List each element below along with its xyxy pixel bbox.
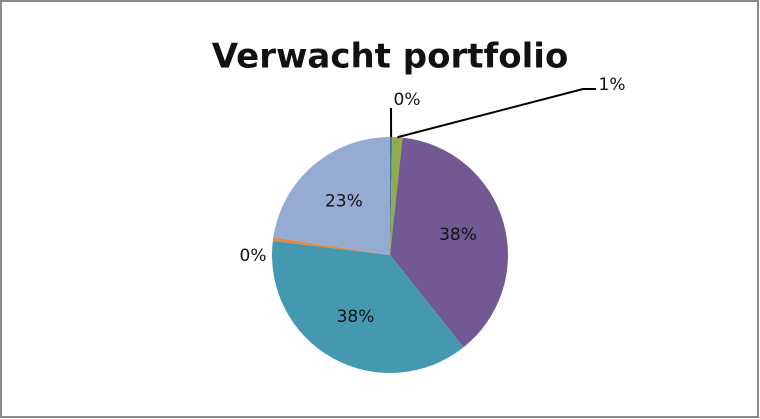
pie-slice <box>273 137 390 255</box>
leader-line <box>397 88 596 139</box>
chart-title: Verwacht portfolio <box>212 37 569 77</box>
data-label: 23% <box>325 191 363 211</box>
data-label: 38% <box>439 225 477 245</box>
pie-slice <box>390 137 393 255</box>
pie-slice <box>390 137 403 255</box>
pie-slice <box>390 137 508 348</box>
data-label: 0% <box>240 246 267 266</box>
data-label: 1% <box>599 75 626 95</box>
data-label: 38% <box>337 307 375 327</box>
pie-slice <box>272 237 390 255</box>
pie-slice <box>272 240 464 373</box>
data-label: 0% <box>394 90 421 110</box>
